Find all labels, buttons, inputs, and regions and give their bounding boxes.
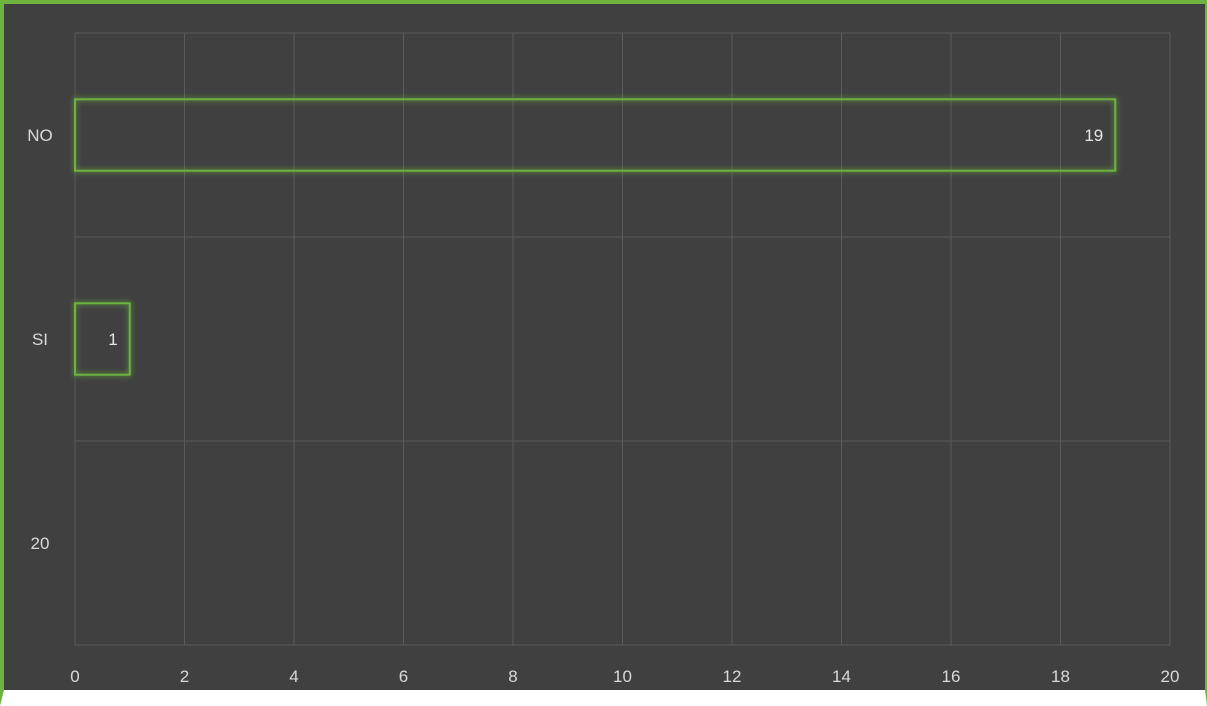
data-label-no: 19 <box>1084 126 1103 145</box>
x-tick-label: 0 <box>70 667 79 686</box>
x-tick-label: 12 <box>723 667 742 686</box>
x-tick-label: 16 <box>942 667 961 686</box>
y-axis-labels: NO SI 20 <box>27 126 53 553</box>
x-tick-label: 4 <box>289 667 298 686</box>
bar-no <box>74 98 1117 172</box>
x-tick-label: 6 <box>399 667 408 686</box>
data-label-si: 1 <box>108 330 117 349</box>
y-category-label: SI <box>32 330 48 349</box>
y-category-label: 20 <box>31 534 50 553</box>
x-tick-label: 2 <box>180 667 189 686</box>
x-tick-label: 20 <box>1161 667 1180 686</box>
bar-si <box>74 302 131 376</box>
bars <box>74 98 1117 376</box>
data-labels: 19 1 <box>108 126 1103 349</box>
x-axis-labels: 0 2 4 6 8 10 12 14 16 18 20 <box>70 667 1179 686</box>
gridlines <box>74 32 1171 646</box>
x-tick-label: 8 <box>508 667 517 686</box>
x-tick-label: 10 <box>613 667 632 686</box>
x-tick-label: 18 <box>1051 667 1070 686</box>
x-tick-label: 14 <box>832 667 851 686</box>
y-category-label: NO <box>27 126 53 145</box>
